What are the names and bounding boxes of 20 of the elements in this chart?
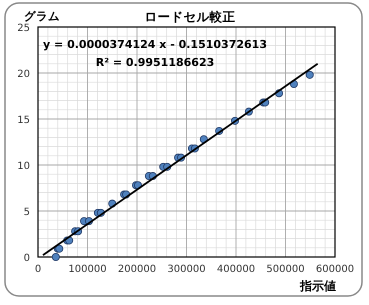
chart-title: ロードセル較正 xyxy=(144,9,236,24)
point xyxy=(52,253,60,261)
y-tick-label: 25 xyxy=(17,23,30,34)
y-axis-title: グラム xyxy=(24,9,60,23)
y-tick-label: 15 xyxy=(17,115,30,126)
y-tick-label: 5 xyxy=(24,207,30,218)
x-tick-label: 500000 xyxy=(266,264,305,275)
y-tick-label: 10 xyxy=(17,161,30,172)
x-tick-label: 200000 xyxy=(118,264,156,275)
x-tick-label: 100000 xyxy=(68,264,107,275)
point xyxy=(306,70,314,79)
x-tick-label: 600000 xyxy=(316,264,354,275)
x-axis-title: 指示値 xyxy=(299,279,336,293)
x-tick-label: 300000 xyxy=(167,264,206,275)
annotation: R² = 0.9951186623 xyxy=(96,56,214,69)
y-tick-label: 20 xyxy=(17,69,30,80)
annotation: y = 0.0000374124 x - 0.1510372613 xyxy=(43,38,267,51)
x-tick-label: 0 xyxy=(34,264,42,275)
y-tick-label: 0 xyxy=(24,253,30,264)
x-tick-label: 400000 xyxy=(216,264,256,275)
